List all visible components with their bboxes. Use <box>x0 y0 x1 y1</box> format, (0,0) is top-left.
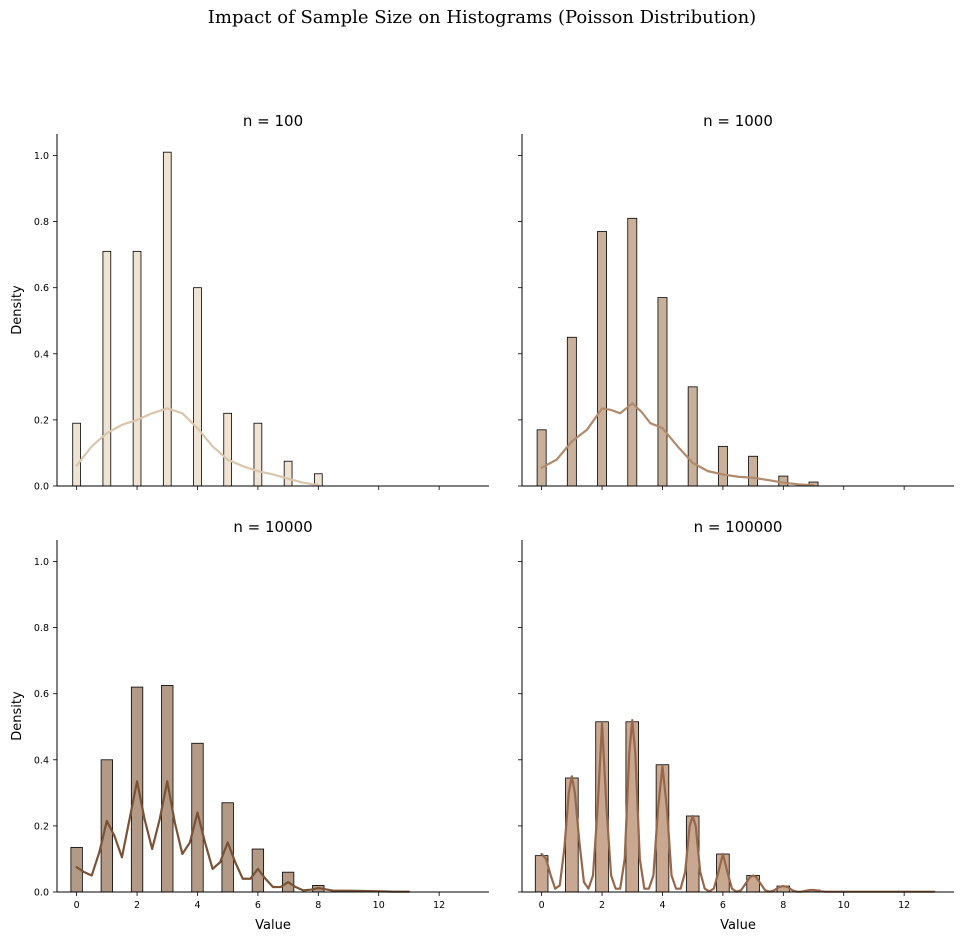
histogram-bar <box>748 455 759 487</box>
y-tick-label: 0.2 <box>34 821 49 832</box>
x-tick-label: 12 <box>898 900 910 911</box>
y-tick-label: 0.6 <box>34 689 49 700</box>
histogram-bar <box>253 422 263 487</box>
histogram-bar <box>223 412 233 487</box>
histogram-bar <box>191 742 204 893</box>
histogram-bar <box>162 151 172 487</box>
x-tick-label: 0 <box>74 900 80 911</box>
histogram-bar <box>283 460 293 487</box>
histogram-bar <box>221 802 234 893</box>
y-tick-label: 1.0 <box>34 557 49 568</box>
subplot-title: n = 100 <box>243 112 303 130</box>
x-tick-label: 2 <box>599 900 605 911</box>
x-tick-label: 10 <box>838 900 850 911</box>
y-tick-label: 1.0 <box>34 151 49 162</box>
subplot-panel-2: n = 1000 <box>518 112 954 490</box>
y-tick-label: 0.4 <box>34 755 49 766</box>
histogram-bar <box>597 231 607 487</box>
histogram-bar <box>685 815 700 893</box>
histogram-bar <box>193 287 202 487</box>
subplot-panel-3: 0 2 4 6 8 10 12 0.0 0.2 0.4 0.6 0.8 1.0 n = 10000 Valu… <box>10 518 489 933</box>
histogram-bar <box>130 686 144 893</box>
subplot-title: n = 10000 <box>233 518 312 536</box>
histogram-bar <box>161 685 174 893</box>
x-tick-label: 6 <box>720 900 726 911</box>
histogram-bar <box>717 445 728 487</box>
y-tick-label: 0.0 <box>34 888 49 899</box>
y-axis-label: Density <box>10 691 25 741</box>
histogram-bar <box>565 777 579 893</box>
kde-curve <box>540 719 936 893</box>
histogram-bar <box>100 759 113 893</box>
histogram-bar <box>132 250 142 487</box>
kde-curve <box>75 780 411 893</box>
x-tick-label: 4 <box>659 900 665 911</box>
kde-curve <box>75 407 320 487</box>
x-tick-label: 2 <box>134 900 140 911</box>
x-tick-label: 0 <box>539 900 545 911</box>
histogram-bar <box>566 336 577 487</box>
y-tick-label: 0.8 <box>34 217 49 228</box>
histogram-bar <box>657 297 668 487</box>
y-tick-label: 0.4 <box>34 349 49 360</box>
histogram-bar <box>536 429 547 487</box>
y-tick-label: 0.0 <box>34 482 49 493</box>
x-tick-label: 10 <box>373 900 385 911</box>
y-axis-label: Density <box>10 285 25 335</box>
x-tick-label: 8 <box>780 900 786 911</box>
y-tick-label: 0.8 <box>34 623 49 634</box>
figure-title: Impact of Sample Size on Histograms (Poi… <box>207 7 757 28</box>
x-tick-label: 12 <box>433 900 445 911</box>
subplot-panel-1: 0.0 0.2 0.4 0.6 0.8 1.0 n = 100 Density <box>10 112 489 493</box>
x-tick-label: 6 <box>255 900 261 911</box>
x-tick-label: 4 <box>194 900 200 911</box>
x-axis-label: Value <box>255 918 291 933</box>
subplot-panel-4: 0 2 4 6 8 10 12 n = 100000 Value <box>518 518 954 933</box>
subplot-title: n = 1000 <box>703 112 773 130</box>
kde-curve <box>540 402 815 487</box>
histogram-bar <box>102 250 112 487</box>
histogram-bar <box>72 422 81 487</box>
y-tick-label: 0.6 <box>34 283 49 294</box>
subplot-title: n = 100000 <box>694 518 783 536</box>
histogram-bar <box>627 217 638 487</box>
x-axis-label: Value <box>720 918 756 933</box>
x-tick-label: 8 <box>315 900 321 911</box>
histogram-bar <box>655 764 670 893</box>
y-tick-label: 0.2 <box>34 415 49 426</box>
histogram-bar <box>687 386 698 487</box>
